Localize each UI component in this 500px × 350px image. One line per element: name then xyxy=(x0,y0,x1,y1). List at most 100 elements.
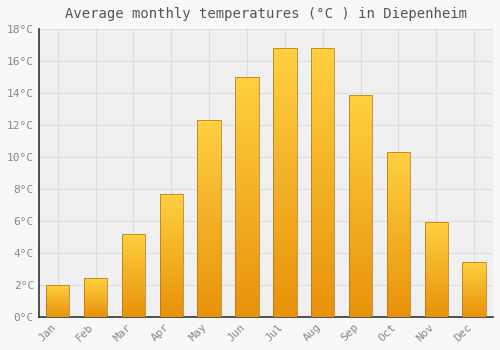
Bar xyxy=(424,296,448,297)
Bar xyxy=(424,223,448,224)
Bar xyxy=(349,215,372,217)
Bar xyxy=(424,289,448,290)
Bar xyxy=(311,196,334,199)
Bar xyxy=(349,190,372,192)
Bar xyxy=(311,266,334,268)
Bar xyxy=(236,79,258,82)
Bar xyxy=(198,148,221,150)
Bar xyxy=(160,313,183,314)
Bar xyxy=(160,309,183,311)
Bar xyxy=(236,89,258,91)
Bar xyxy=(349,119,372,121)
Bar xyxy=(349,292,372,295)
Bar xyxy=(236,202,258,204)
Bar xyxy=(311,62,334,64)
Bar xyxy=(311,199,334,201)
Bar xyxy=(273,191,296,193)
Bar xyxy=(236,269,258,271)
Bar xyxy=(160,238,183,239)
Bar xyxy=(236,300,258,302)
Bar xyxy=(273,56,296,59)
Bar xyxy=(424,236,448,237)
Bar xyxy=(84,288,108,289)
Bar xyxy=(311,172,334,174)
Bar xyxy=(349,121,372,124)
Bar xyxy=(349,250,372,252)
Bar xyxy=(198,284,221,285)
Bar xyxy=(160,195,183,196)
Bar xyxy=(311,132,334,134)
Bar xyxy=(273,94,296,97)
Bar xyxy=(386,197,410,198)
Bar xyxy=(122,316,145,317)
Bar xyxy=(386,259,410,261)
Bar xyxy=(273,215,296,217)
Bar xyxy=(122,312,145,313)
Bar xyxy=(198,161,221,163)
Bar xyxy=(122,295,145,296)
Bar xyxy=(311,78,334,80)
Bar xyxy=(273,199,296,201)
Bar xyxy=(462,277,486,278)
Bar xyxy=(386,307,410,309)
Bar xyxy=(236,197,258,199)
Bar xyxy=(424,294,448,295)
Bar xyxy=(273,64,296,67)
Bar xyxy=(462,278,486,279)
Bar xyxy=(349,277,372,279)
Bar xyxy=(198,278,221,279)
Bar xyxy=(349,152,372,155)
Bar xyxy=(273,80,296,83)
Bar xyxy=(160,196,183,197)
Bar xyxy=(160,194,183,195)
Bar xyxy=(311,223,334,225)
Bar xyxy=(198,207,221,209)
Bar xyxy=(160,271,183,273)
Bar xyxy=(198,295,221,297)
Bar xyxy=(349,210,372,212)
Bar xyxy=(462,273,486,274)
Bar xyxy=(311,255,334,258)
Bar xyxy=(386,193,410,195)
Bar xyxy=(349,97,372,99)
Bar xyxy=(84,284,108,285)
Bar xyxy=(462,292,486,293)
Bar xyxy=(84,310,108,311)
Bar xyxy=(424,227,448,228)
Bar xyxy=(311,174,334,177)
Bar xyxy=(198,152,221,154)
Bar xyxy=(198,228,221,230)
Bar xyxy=(349,166,372,168)
Bar xyxy=(424,242,448,243)
Bar xyxy=(462,316,486,317)
Bar xyxy=(462,270,486,271)
Bar xyxy=(198,120,221,317)
Bar xyxy=(198,212,221,215)
Bar xyxy=(273,150,296,153)
Bar xyxy=(236,271,258,274)
Bar xyxy=(462,284,486,285)
Bar xyxy=(160,233,183,235)
Bar xyxy=(424,316,448,317)
Bar xyxy=(84,286,108,287)
Bar xyxy=(462,289,486,290)
Bar xyxy=(462,267,486,268)
Bar xyxy=(122,248,145,250)
Bar xyxy=(386,304,410,305)
Bar xyxy=(122,299,145,300)
Bar xyxy=(386,216,410,218)
Bar xyxy=(122,272,145,273)
Bar xyxy=(386,187,410,188)
Bar xyxy=(160,260,183,261)
Bar xyxy=(160,197,183,199)
Bar xyxy=(311,113,334,116)
Bar xyxy=(160,228,183,229)
Bar xyxy=(386,294,410,295)
Bar xyxy=(273,244,296,247)
Bar xyxy=(349,228,372,230)
Bar xyxy=(424,245,448,246)
Bar xyxy=(273,274,296,276)
Bar xyxy=(424,264,448,265)
Bar xyxy=(236,99,258,101)
Bar xyxy=(236,82,258,84)
